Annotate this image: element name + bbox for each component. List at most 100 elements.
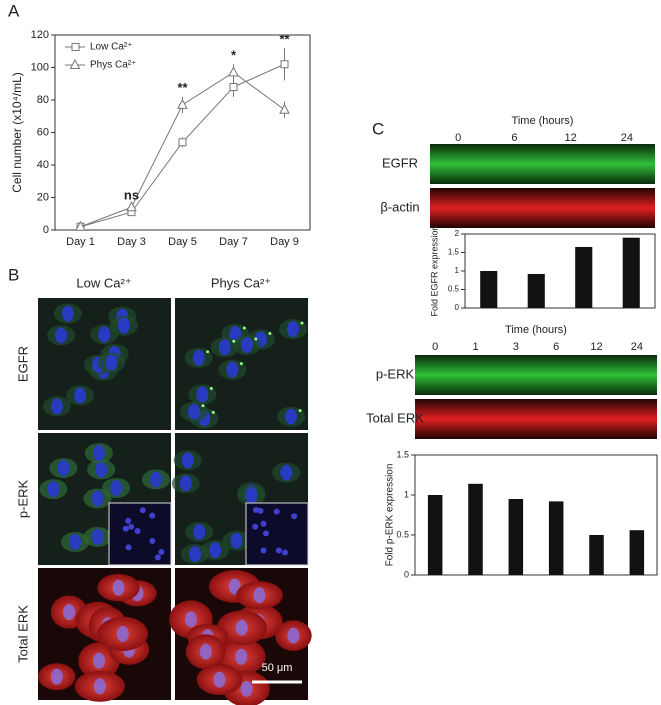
nucleus [63, 604, 76, 621]
annotation: ** [177, 80, 188, 95]
bar [575, 246, 593, 308]
line [80, 71, 285, 228]
bar [508, 499, 524, 575]
nucleus [253, 587, 266, 604]
y-axis-label: Fold EGFR expression [429, 225, 439, 316]
nucleus [149, 471, 162, 488]
puncta [268, 331, 272, 335]
nucleus [240, 680, 253, 697]
band-label: EGFR [382, 155, 418, 170]
y-axis-label: Cell number (x10⁴/mL) [10, 72, 24, 193]
nucleus [98, 326, 111, 343]
bar [629, 530, 645, 575]
legend-marker [69, 58, 81, 69]
inset [108, 502, 172, 566]
nucleus [196, 386, 209, 403]
nucleus [179, 475, 192, 492]
time-tick: 0 [432, 341, 438, 353]
nucleus [287, 627, 300, 644]
nucleus [218, 339, 231, 356]
marker [280, 60, 289, 69]
nucleus [260, 520, 267, 527]
blot [415, 355, 657, 395]
plot-frame [464, 233, 656, 309]
row-label: p-ERK [15, 480, 30, 519]
puncta [201, 404, 205, 408]
annotation: ns [124, 187, 139, 202]
blot [430, 144, 655, 184]
y-axis-label: Fold p-ERK expression [385, 464, 396, 567]
y-tick-label: 0 [404, 569, 409, 579]
time-tick: 6 [511, 132, 517, 144]
nucleus [189, 545, 202, 562]
nucleus [240, 337, 253, 354]
nucleus [149, 512, 156, 519]
nucleus [245, 487, 258, 504]
puncta [298, 409, 302, 413]
time-tick: 24 [631, 341, 643, 353]
y-tick-label: 60 [37, 126, 49, 138]
nucleus [235, 619, 248, 636]
nucleus [61, 305, 74, 322]
legend-label: Low Ca²⁺ [90, 42, 133, 53]
nucleus [273, 508, 280, 515]
nucleus [74, 387, 87, 404]
bar [622, 237, 640, 308]
nucleus [149, 538, 156, 545]
y-tick-label: 80 [37, 94, 49, 106]
nucleus [275, 547, 282, 554]
bar [480, 271, 498, 308]
time-label: Time (hours) [505, 324, 567, 336]
nucleus [235, 648, 248, 665]
plot-frame [414, 454, 658, 576]
nucleus [252, 523, 259, 530]
nucleus [47, 481, 60, 498]
nucleus [92, 445, 105, 462]
nucleus [184, 611, 197, 628]
bar [527, 273, 545, 308]
nucleus [260, 547, 267, 554]
nucleus [110, 479, 123, 496]
y-tick-label: 1 [404, 489, 409, 499]
nucleus [116, 625, 129, 642]
puncta [206, 350, 210, 354]
nucleus [193, 523, 206, 540]
nucleus [291, 513, 298, 520]
y-tick-label: 1.5 [448, 248, 460, 257]
time-tick: 12 [565, 132, 577, 144]
nucleus [105, 354, 118, 371]
time-tick: 1 [472, 341, 478, 353]
nucleus [128, 523, 135, 530]
x-tick-label: Day 3 [117, 236, 146, 248]
nucleus [282, 549, 289, 556]
puncta [300, 321, 304, 325]
nucleus [112, 579, 125, 596]
marker [229, 83, 238, 91]
puncta [232, 339, 236, 343]
time-tick: 24 [621, 132, 633, 144]
bar [468, 483, 483, 575]
nucleus [158, 549, 165, 556]
marker [126, 201, 137, 212]
x-tick-label: Day 7 [219, 236, 248, 248]
legend-label: Phys Ca²⁺ [90, 60, 136, 71]
nucleus [139, 507, 146, 514]
nucleus [50, 398, 63, 415]
nucleus [93, 652, 106, 669]
panel-label: B [8, 265, 19, 284]
nucleus [122, 525, 129, 532]
bar [427, 495, 443, 575]
y-tick-label: 0.5 [396, 529, 409, 539]
puncta [211, 410, 215, 414]
nucleus [117, 317, 130, 334]
nucleus [253, 507, 260, 514]
nucleus [280, 464, 293, 481]
nucleus [213, 671, 226, 688]
nucleus [91, 528, 104, 545]
x-tick-label: Day 1 [66, 236, 95, 248]
nucleus [199, 643, 212, 660]
band-label: β-actin [380, 199, 419, 214]
y-tick-label: 0 [455, 303, 460, 312]
nucleus [125, 544, 132, 551]
